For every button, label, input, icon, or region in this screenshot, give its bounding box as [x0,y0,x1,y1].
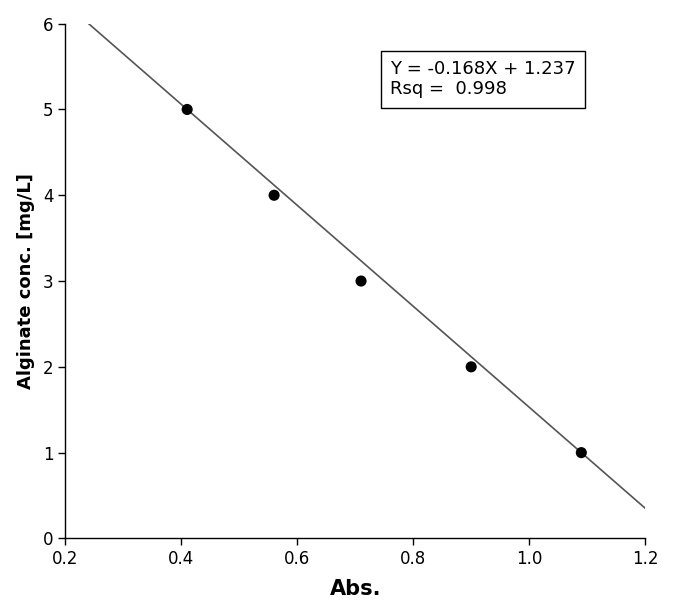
X-axis label: Abs.: Abs. [329,579,381,599]
Point [576,448,587,458]
Y-axis label: Alginate conc. [mg/L]: Alginate conc. [mg/L] [17,173,34,389]
Point [182,105,192,115]
Text: Y = -0.168X + 1.237
Rsq =  0.998: Y = -0.168X + 1.237 Rsq = 0.998 [390,60,576,99]
Point [269,190,279,200]
Point [466,362,477,372]
Point [356,276,367,286]
